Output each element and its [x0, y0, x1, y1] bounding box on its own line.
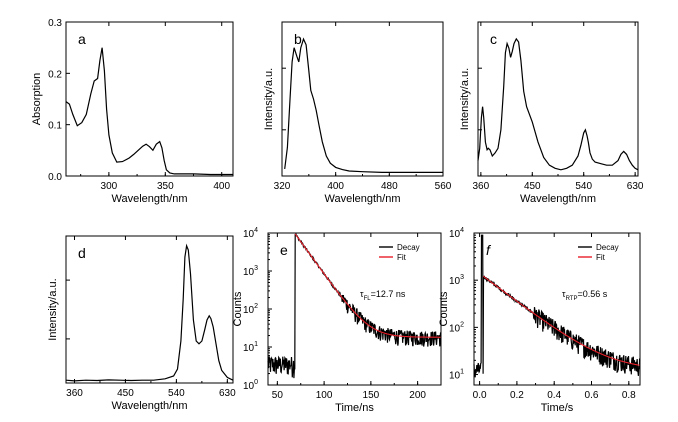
y-tick-label-e: 102	[243, 303, 258, 316]
plot-frame-a	[65, 21, 234, 177]
x-tick-label-a: 350	[157, 181, 174, 192]
x-axis-label-f: Time/s	[541, 402, 574, 414]
x-tick-label-c: 630	[627, 181, 644, 192]
lifetime-annotation-e: τFL=12.7 ns	[360, 289, 406, 302]
plot-frame-f	[473, 232, 641, 386]
x-axis-label-c: Wavelength/nm	[520, 193, 596, 205]
y-tick-label-a: 0.3	[48, 18, 62, 29]
spectrum-curve-d	[65, 243, 234, 382]
panel-label-e: e	[280, 242, 288, 258]
plot-frame-c	[477, 21, 639, 177]
x-tick-label-f: 0.4	[547, 390, 561, 401]
panel-e: 50 100 150 200 100 101 102 103 104 Time/ns Counts e…	[232, 227, 442, 414]
lifetime-annotation-f: τRTP=0.56 s	[562, 289, 608, 302]
panel-b: 320 400 480 560 Wavelength/nm Intensity/a.u. b	[263, 21, 452, 205]
spectrum-curve-a	[65, 47, 233, 176]
x-tick-label-d: 450	[117, 388, 134, 399]
y-tick-label-e: 100	[243, 379, 258, 392]
panel-c: 360 450 540 630 Wavelength/nm Intensity/a.u. c	[459, 21, 644, 205]
x-tick-label-c: 450	[524, 181, 541, 192]
x-tick-label-a: 300	[101, 181, 118, 192]
plot-frame-d	[65, 235, 234, 384]
y-tick-label-a: 0.2	[48, 69, 62, 80]
x-tick-label-f: 0.6	[585, 390, 599, 401]
x-axis-label-e: Time/ns	[335, 402, 374, 414]
y-tick-label-f: 103	[449, 274, 464, 287]
legend-label-decay: Decay	[596, 243, 619, 252]
x-tick-label-b: 560	[435, 181, 452, 192]
panel-label-b: b	[294, 31, 302, 47]
x-tick-label-b: 320	[274, 181, 291, 192]
y-axis-label-f: Counts	[438, 291, 450, 326]
x-tick-label-f: 0.2	[510, 390, 524, 401]
x-tick-label-f: 0.0	[473, 390, 487, 401]
x-axis-label-d: Wavelength/nm	[111, 400, 187, 412]
x-tick-label-f: 0.8	[622, 390, 636, 401]
y-tick-label-e: 101	[243, 341, 258, 354]
y-axis-label-e: Counts	[232, 291, 244, 326]
x-tick-label-d: 540	[168, 388, 185, 399]
fit-curve-e	[294, 233, 441, 338]
x-tick-label-e: 150	[363, 390, 380, 401]
x-tick-label-c: 360	[473, 181, 490, 192]
decay-curve-e	[267, 232, 442, 379]
x-tick-label-b: 480	[381, 181, 398, 192]
panel-a: 300 350 400 0.0 0.1 0.2 0.3 Wavelength/nm Absorp…	[31, 18, 234, 205]
x-tick-label-b: 400	[327, 181, 344, 192]
y-tick-label-f: 104	[449, 227, 464, 240]
y-tick-label-f: 102	[449, 321, 464, 334]
panel-d: 360 450 540 630 Wavelength/nm Intensity/a.u. d	[47, 235, 236, 412]
panel-label-c: c	[490, 31, 497, 47]
fit-curve-f	[482, 275, 641, 366]
x-tick-label-e: 50	[272, 390, 284, 401]
x-tick-label-d: 360	[66, 388, 83, 399]
panel-label-d: d	[78, 245, 86, 261]
x-tick-label-c: 540	[575, 181, 592, 192]
y-tick-label-a: 0.1	[48, 121, 62, 132]
x-tick-label-e: 100	[316, 390, 333, 401]
y-axis-label-d: Intensity/a.u.	[47, 278, 59, 340]
x-tick-label-a: 400	[213, 181, 230, 192]
y-axis-label-a: Absorption	[31, 73, 43, 126]
legend-label-decay: Decay	[397, 243, 420, 252]
panel-label-a: a	[78, 31, 86, 47]
y-axis-label-c: Intensity/a.u.	[459, 68, 471, 130]
panel-label-f: f	[486, 242, 492, 258]
y-tick-label-f: 101	[449, 369, 464, 382]
spectrum-curve-b	[284, 37, 443, 173]
x-tick-label-e: 200	[409, 390, 426, 401]
panel-f: 0.0 0.2 0.4 0.6 0.8 101 102 103 104 Time/s Counts f…	[438, 227, 641, 414]
y-axis-label-b: Intensity/a.u.	[263, 68, 275, 130]
x-axis-label-a: Wavelength/nm	[111, 193, 187, 205]
spectrum-curve-c	[477, 37, 639, 171]
legend-label-fit: Fit	[596, 253, 606, 262]
decay-curve-f	[473, 234, 641, 378]
y-tick-label-e: 104	[243, 227, 258, 240]
x-tick-label-d: 630	[219, 388, 236, 399]
legend-label-fit: Fit	[397, 253, 407, 262]
y-tick-label-a: 0.0	[48, 172, 62, 183]
x-axis-label-b: Wavelength/nm	[324, 193, 400, 205]
y-tick-label-e: 103	[243, 265, 258, 278]
